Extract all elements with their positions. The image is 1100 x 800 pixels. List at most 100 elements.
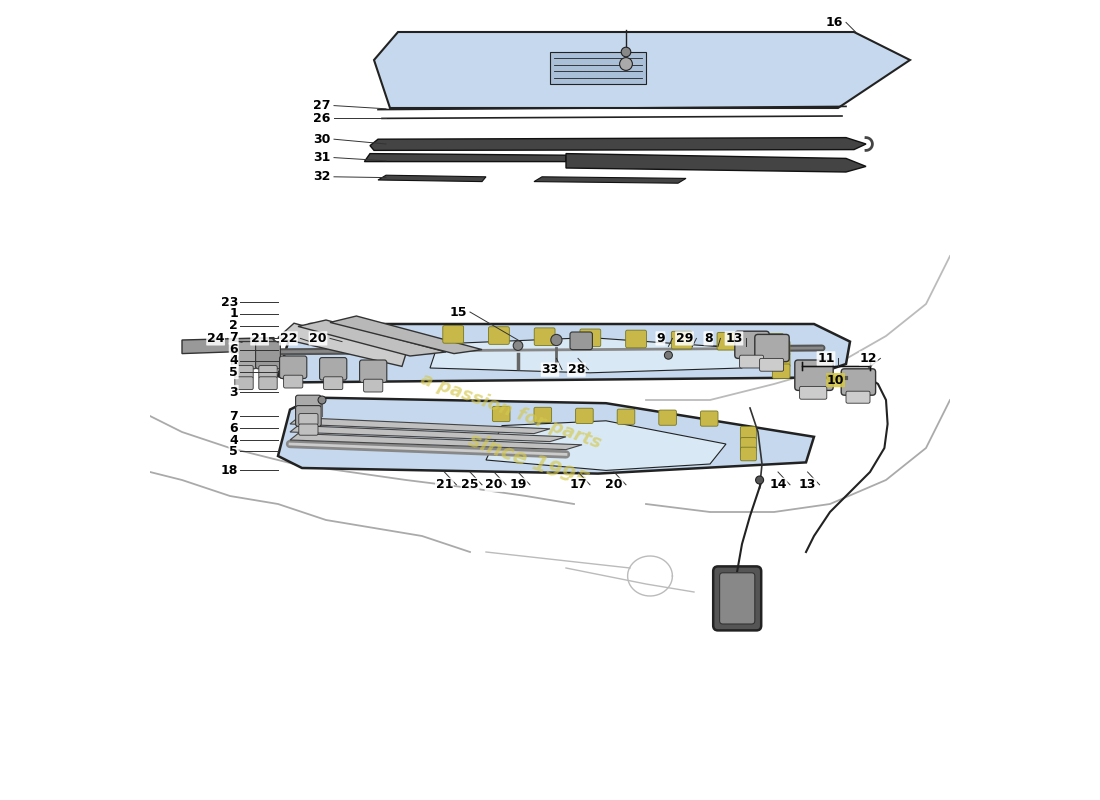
FancyBboxPatch shape (772, 353, 790, 367)
Text: 1: 1 (229, 307, 238, 320)
Polygon shape (290, 426, 566, 442)
FancyBboxPatch shape (258, 366, 277, 378)
Text: 6: 6 (230, 343, 238, 356)
Polygon shape (370, 138, 866, 150)
FancyBboxPatch shape (296, 395, 321, 416)
FancyBboxPatch shape (488, 326, 509, 344)
Text: 9: 9 (656, 332, 664, 345)
Polygon shape (430, 338, 750, 373)
FancyBboxPatch shape (671, 331, 692, 349)
Circle shape (756, 476, 763, 484)
FancyBboxPatch shape (626, 330, 647, 348)
Text: 7: 7 (229, 331, 238, 344)
Text: 18: 18 (221, 464, 238, 477)
FancyBboxPatch shape (258, 377, 277, 390)
Text: 33: 33 (541, 363, 559, 376)
FancyBboxPatch shape (580, 329, 601, 346)
Circle shape (619, 58, 632, 70)
Text: 4: 4 (229, 354, 238, 367)
Polygon shape (486, 421, 726, 470)
Text: 17: 17 (570, 478, 586, 491)
FancyBboxPatch shape (735, 331, 769, 358)
FancyBboxPatch shape (719, 573, 755, 624)
Polygon shape (290, 418, 550, 434)
Text: 19: 19 (509, 478, 527, 491)
Text: 26: 26 (314, 112, 331, 125)
FancyBboxPatch shape (659, 410, 676, 426)
Text: 30: 30 (314, 133, 331, 146)
Text: 5: 5 (229, 445, 238, 458)
FancyBboxPatch shape (713, 566, 761, 630)
Text: 7: 7 (229, 410, 238, 422)
FancyBboxPatch shape (535, 328, 556, 346)
Text: 13: 13 (725, 332, 742, 345)
FancyBboxPatch shape (772, 364, 790, 378)
FancyBboxPatch shape (760, 358, 783, 371)
Text: 11: 11 (817, 352, 835, 365)
Text: 13: 13 (799, 478, 816, 491)
Text: 32: 32 (314, 170, 331, 183)
FancyBboxPatch shape (575, 408, 593, 423)
FancyBboxPatch shape (617, 409, 635, 424)
Polygon shape (378, 175, 486, 182)
Polygon shape (290, 434, 582, 450)
Text: 20: 20 (309, 332, 327, 345)
FancyBboxPatch shape (234, 377, 253, 390)
FancyBboxPatch shape (320, 358, 346, 380)
Text: 4: 4 (229, 434, 238, 446)
FancyBboxPatch shape (795, 360, 833, 390)
FancyBboxPatch shape (234, 366, 253, 378)
Text: 29: 29 (675, 332, 693, 345)
FancyBboxPatch shape (232, 342, 256, 369)
Polygon shape (364, 154, 566, 162)
Circle shape (318, 396, 326, 404)
Polygon shape (278, 398, 814, 474)
Text: 6: 6 (230, 422, 238, 434)
Circle shape (664, 351, 672, 359)
Text: 16: 16 (825, 16, 843, 29)
Polygon shape (566, 154, 866, 172)
FancyBboxPatch shape (701, 411, 718, 426)
FancyBboxPatch shape (740, 438, 757, 451)
FancyBboxPatch shape (493, 406, 510, 422)
FancyBboxPatch shape (570, 332, 593, 350)
FancyBboxPatch shape (739, 355, 763, 368)
FancyBboxPatch shape (443, 326, 463, 343)
Polygon shape (278, 324, 850, 382)
Text: 8: 8 (704, 332, 713, 345)
FancyBboxPatch shape (772, 341, 790, 355)
Circle shape (827, 374, 833, 381)
Text: 28: 28 (568, 363, 585, 376)
Text: 23: 23 (221, 296, 238, 309)
FancyBboxPatch shape (299, 424, 318, 435)
Text: 27: 27 (314, 99, 331, 112)
Text: 5: 5 (229, 366, 238, 378)
FancyBboxPatch shape (717, 333, 738, 350)
Polygon shape (298, 320, 446, 356)
FancyBboxPatch shape (284, 375, 302, 388)
Text: 31: 31 (314, 151, 331, 164)
Text: since 1995: since 1995 (466, 430, 592, 492)
Polygon shape (374, 32, 910, 108)
FancyBboxPatch shape (360, 360, 387, 382)
FancyBboxPatch shape (846, 391, 870, 403)
Text: 24: 24 (207, 332, 224, 345)
FancyBboxPatch shape (740, 447, 757, 461)
Polygon shape (534, 177, 686, 183)
Text: 25: 25 (461, 478, 478, 491)
FancyBboxPatch shape (800, 386, 827, 399)
FancyBboxPatch shape (842, 369, 876, 395)
Text: 3: 3 (230, 386, 238, 398)
Text: 20: 20 (485, 478, 503, 491)
FancyBboxPatch shape (323, 377, 343, 390)
FancyBboxPatch shape (255, 342, 280, 369)
Text: 20: 20 (605, 478, 623, 491)
FancyBboxPatch shape (279, 356, 307, 378)
FancyBboxPatch shape (740, 426, 757, 440)
Polygon shape (182, 338, 274, 354)
FancyBboxPatch shape (755, 334, 789, 362)
Text: 21: 21 (251, 332, 268, 345)
Text: 10: 10 (827, 374, 845, 386)
Text: 21: 21 (436, 478, 453, 491)
Text: 14: 14 (769, 478, 786, 491)
